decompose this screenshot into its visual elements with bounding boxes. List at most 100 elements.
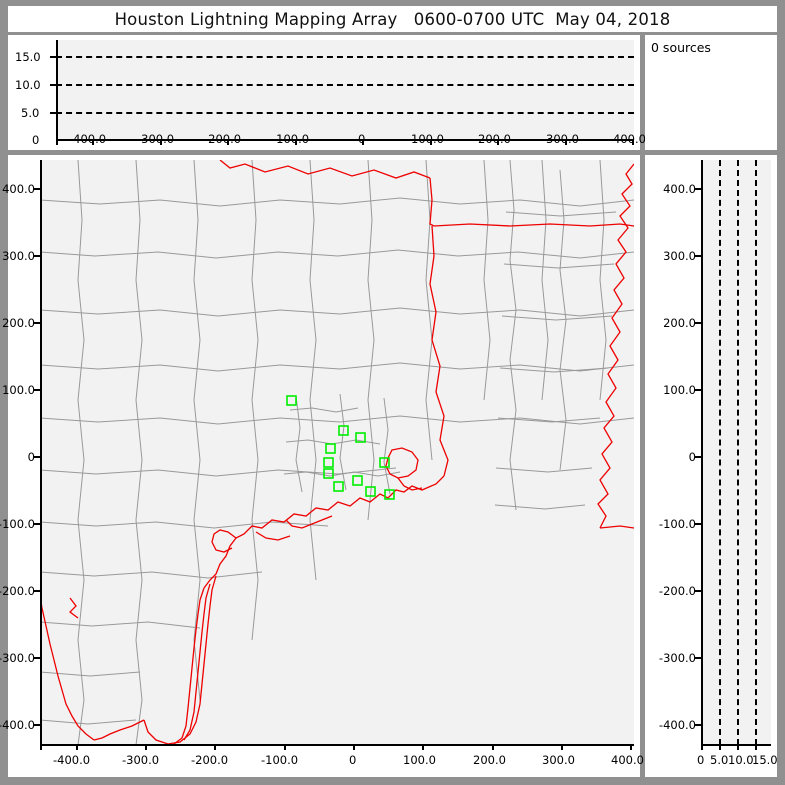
map-xlabel--300: -300.0 bbox=[122, 753, 160, 767]
map-xlabel-0: 0 bbox=[349, 753, 357, 767]
station-marker[interactable] bbox=[323, 468, 334, 479]
map-plot-area[interactable] bbox=[40, 160, 634, 745]
title-bar: Houston Lightning Mapping Array 0600-070… bbox=[8, 6, 777, 32]
top-xlabel-100: 100.0 bbox=[411, 132, 444, 146]
top-xlabel--400: -400.0 bbox=[69, 132, 107, 146]
alt-xlabel-15: 15.0 bbox=[752, 753, 778, 767]
map-ytick-0 bbox=[34, 456, 41, 458]
map-xtick--300 bbox=[145, 744, 147, 750]
map-ylabel-200: 200.0 bbox=[2, 316, 35, 330]
map-ylabel-100: 100.0 bbox=[2, 383, 35, 397]
station-marker[interactable] bbox=[365, 486, 376, 497]
top-xlabel--200: -200.0 bbox=[204, 132, 242, 146]
map-xlabel--400: -400.0 bbox=[53, 753, 91, 767]
map-ytick--300 bbox=[34, 657, 41, 659]
page-title: Houston Lightning Mapping Array 0600-070… bbox=[114, 9, 671, 29]
map-x-axis bbox=[40, 744, 634, 746]
top-xtick--400 bbox=[92, 139, 94, 145]
alt-xtick-10 bbox=[737, 744, 739, 750]
station-marker[interactable] bbox=[384, 489, 395, 500]
map-xlabel-100: 100.0 bbox=[403, 753, 436, 767]
map-y-axis bbox=[40, 160, 42, 745]
alt-xlabel-0: 0 bbox=[697, 753, 705, 767]
top-xtick--300 bbox=[160, 139, 162, 145]
alt-ytick-300 bbox=[695, 255, 702, 257]
gridline-10 bbox=[56, 84, 634, 86]
alt-ytick--200 bbox=[695, 590, 702, 592]
map-xlabel--100: -100.0 bbox=[261, 753, 299, 767]
top-xtick-400 bbox=[632, 139, 634, 145]
alt-ytick-200 bbox=[695, 322, 702, 324]
alt-ytick-0 bbox=[695, 456, 702, 458]
map-ytick--200 bbox=[34, 590, 41, 592]
top-y-axis bbox=[56, 40, 58, 140]
top-xlabel--100: -100.0 bbox=[272, 132, 310, 146]
top-xlabel-400: 400.0 bbox=[613, 132, 646, 146]
alt-gridline-10 bbox=[737, 160, 739, 745]
map-xtick-edge bbox=[40, 744, 42, 750]
top-xtick--200 bbox=[227, 139, 229, 145]
station-marker[interactable] bbox=[338, 425, 349, 436]
top-ytick-label-5: 5.0 bbox=[21, 106, 40, 120]
alt-xlabel-5: 5.0 bbox=[710, 753, 729, 767]
map-xlabel--200: -200.0 bbox=[191, 753, 229, 767]
map-ytick--100 bbox=[34, 523, 41, 525]
alt-y-axis bbox=[701, 160, 703, 745]
alt-ylabel-100: 100.0 bbox=[663, 383, 696, 397]
top-ytick-5 bbox=[50, 112, 57, 114]
station-marker[interactable] bbox=[323, 457, 334, 468]
top-x-axis bbox=[56, 139, 634, 141]
plot-area-top bbox=[56, 40, 634, 140]
map-xlabel-200: 200.0 bbox=[473, 753, 506, 767]
map-graphic bbox=[40, 160, 634, 745]
top-xlabel-0: 0 bbox=[358, 132, 366, 146]
map-xtick-400 bbox=[630, 744, 632, 750]
alt-ylabel--400: -400.0 bbox=[658, 718, 696, 732]
top-xtick-300 bbox=[565, 139, 567, 145]
alt-ylabel-300: 300.0 bbox=[663, 249, 696, 263]
gridline-15 bbox=[56, 56, 634, 58]
top-ytick-10 bbox=[50, 84, 57, 86]
alt-ylabel-400: 400.0 bbox=[663, 182, 696, 196]
top-xlabel--300: -300.0 bbox=[137, 132, 175, 146]
station-marker[interactable] bbox=[333, 481, 344, 492]
top-xaxis-labels: -400.0 -300.0 -200.0 -100.0 0 100.0 200.… bbox=[8, 132, 646, 150]
map-xtick-200 bbox=[492, 744, 494, 750]
map-ylabel--100: -100.0 bbox=[0, 517, 35, 531]
station-marker[interactable] bbox=[379, 457, 390, 468]
top-ytick-label-0: 0 bbox=[32, 133, 40, 147]
top-xtick-100 bbox=[430, 139, 432, 145]
alt-xtick-0 bbox=[701, 744, 703, 750]
top-ytick-15 bbox=[50, 56, 57, 58]
map-xlabel-300: 300.0 bbox=[542, 753, 575, 767]
map-ytick-300 bbox=[34, 255, 41, 257]
alt-ylabel--100: -100.0 bbox=[658, 517, 696, 531]
alt-xtick-15 bbox=[755, 744, 757, 750]
state-borders bbox=[40, 160, 634, 745]
county-borders bbox=[40, 160, 634, 745]
top-ytick-label-15: 15.0 bbox=[15, 50, 41, 64]
map-xtick-300 bbox=[561, 744, 563, 750]
top-ytick-label-10: 10.0 bbox=[15, 78, 41, 92]
top-xtick-edge bbox=[56, 139, 58, 145]
map-ylabel--400: -400.0 bbox=[0, 718, 35, 732]
alt-ylabel--300: -300.0 bbox=[658, 651, 696, 665]
station-marker[interactable] bbox=[355, 432, 366, 443]
station-markers bbox=[286, 395, 395, 500]
alt-gridline-15 bbox=[755, 160, 757, 745]
map-ytick-100 bbox=[34, 389, 41, 391]
map-xtick-0 bbox=[353, 744, 355, 750]
station-marker[interactable] bbox=[352, 475, 363, 486]
map-xlabel-400: 400.0 bbox=[611, 753, 644, 767]
station-marker[interactable] bbox=[286, 395, 297, 406]
map-xtick--100 bbox=[284, 744, 286, 750]
map-ylabel--200: -200.0 bbox=[0, 584, 35, 598]
alt-ylabel-200: 200.0 bbox=[663, 316, 696, 330]
alt-ytick-400 bbox=[695, 188, 702, 190]
map-ytick-400 bbox=[34, 188, 41, 190]
station-marker[interactable] bbox=[325, 443, 336, 454]
map-ylabel-300: 300.0 bbox=[2, 249, 35, 263]
map-xtick--400 bbox=[76, 744, 78, 750]
alt-x-axis bbox=[701, 744, 771, 746]
